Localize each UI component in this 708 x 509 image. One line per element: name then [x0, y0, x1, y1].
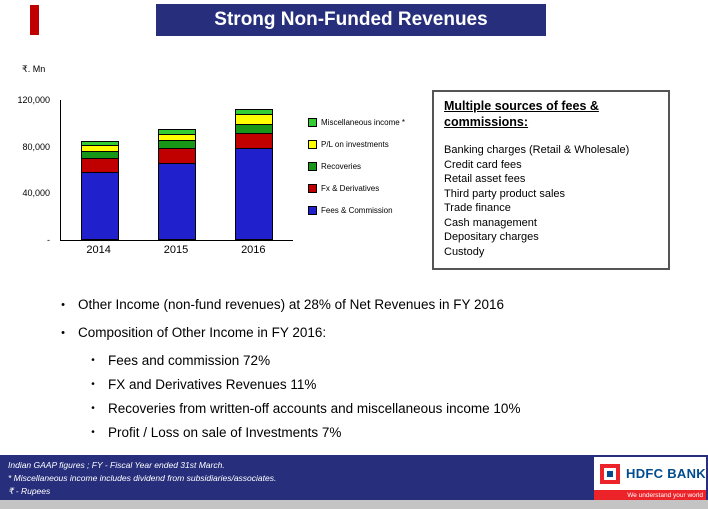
- bullet-dot: •: [61, 299, 65, 311]
- fees-item: Retail asset fees: [444, 173, 526, 185]
- bar-segment: [158, 140, 195, 149]
- fees-box: Multiple sources of fees & commissions: …: [432, 90, 670, 270]
- x-axis-label: 2014: [86, 244, 111, 256]
- bottom-gray-strip: [0, 500, 708, 509]
- footer-note: ₹ - Rupees: [8, 486, 51, 496]
- red-accent-bar: [30, 5, 39, 35]
- fees-item: Depositary charges: [444, 231, 539, 243]
- chart-unit-label: ₹. Mn: [22, 64, 46, 74]
- stacked-bar-2014: [80, 140, 119, 240]
- chart-y-axis: 120,000 80,000 40,000 -: [6, 95, 54, 245]
- legend-label: Recoveries: [321, 162, 362, 171]
- y-axis-tick: 80,000: [22, 141, 50, 152]
- bullet-text: FX and Derivatives Revenues 11%: [108, 377, 317, 392]
- bullet-dot: •: [91, 379, 95, 390]
- legend-item: Fx & Derivatives: [308, 184, 405, 193]
- fees-item: Custody: [444, 245, 485, 258]
- fees-item: Trade finance: [444, 202, 511, 214]
- footer-note: * Miscellaneous income includes dividend…: [8, 473, 277, 483]
- bullet-list: • Other Income (non-fund revenues) at 28%…: [48, 296, 680, 448]
- sub-bullet-item: • Recoveries from written-off accounts an…: [78, 400, 680, 417]
- bar-segment: [236, 133, 273, 149]
- legend-swatch: [308, 184, 317, 193]
- footer-lines: Indian GAAP figures ; FY - Fiscal Year e…: [0, 455, 708, 498]
- legend-label: P/L on investments: [321, 140, 389, 149]
- stacked-bar-2016: [235, 109, 274, 240]
- bar-segment: [158, 133, 195, 141]
- fees-list: Banking charges (Retail & Wholesale) Cred…: [444, 143, 658, 259]
- fees-item: Cash management: [444, 216, 537, 229]
- bullet-item: • Other Income (non-fund revenues) at 28%…: [48, 296, 680, 314]
- page-title: Strong Non-Funded Revenues: [156, 4, 546, 36]
- x-axis-label: 2015: [163, 244, 189, 256]
- bar-segment: [81, 171, 118, 239]
- footer-bar: Indian GAAP figures ; FY - Fiscal Year e…: [0, 455, 708, 500]
- fees-item: Credit card fees: [444, 158, 522, 171]
- legend-item: Miscellaneous income *: [308, 118, 405, 127]
- fees-item: Third party product sales: [444, 187, 566, 200]
- bar-segment: [158, 130, 195, 134]
- bar-segment: [236, 148, 273, 239]
- legend-label: Fees & Commission: [321, 206, 393, 215]
- legend-item: P/L on investments: [308, 140, 405, 149]
- logo-brand-text: HDFC BANK: [626, 466, 706, 481]
- bullet-dot: •: [91, 427, 95, 438]
- bar-segment: [236, 124, 273, 134]
- hdfc-logo-icon-mid: [604, 467, 616, 480]
- legend-item: Recoveries: [308, 162, 405, 171]
- bar-segment: [81, 145, 118, 151]
- hdfc-logo-icon: [600, 463, 620, 484]
- bullet-dot: •: [61, 327, 65, 339]
- logo-main: HDFC BANK: [594, 457, 706, 490]
- legend-swatch: [308, 206, 317, 215]
- bullet-text: Composition of Other Income in FY 2016:: [78, 325, 327, 340]
- sub-bullet-item: • Profit / Loss on sale of Investments 7%: [78, 424, 680, 441]
- footer-note: Indian GAAP figures ; FY - Fiscal Year e…: [8, 460, 225, 470]
- bullet-text: Recoveries from written-off accounts and…: [108, 401, 521, 416]
- bar-segment: [81, 158, 118, 172]
- legend-item: Fees & Commission: [308, 206, 405, 215]
- legend-swatch: [308, 162, 317, 171]
- hdfc-logo: HDFC BANK We understand your world: [594, 457, 706, 500]
- chart-legend: Miscellaneous income * P/L on investments…: [308, 118, 405, 228]
- sub-bullet-item: • Fees and commission 72%: [78, 352, 680, 369]
- y-axis-tick: -: [47, 235, 50, 245]
- bar-segment: [81, 150, 118, 159]
- bullet-dot: •: [91, 403, 95, 414]
- x-axis-label: 2016: [241, 244, 266, 256]
- hdfc-logo-icon-inner: [607, 470, 613, 477]
- chart-plot: [60, 100, 293, 241]
- legend-swatch: [308, 118, 317, 127]
- bar-segment: [81, 141, 118, 146]
- legend-swatch: [308, 140, 317, 149]
- bullet-item: • Composition of Other Income in FY 2016:: [48, 324, 680, 342]
- stacked-bar-2015: [157, 129, 196, 240]
- sub-bullet-item: • FX and Derivatives Revenues 11%: [78, 376, 680, 393]
- bullet-text: Profit / Loss on sale of Investments 7%: [108, 425, 342, 440]
- bar-segment: [236, 114, 273, 125]
- y-axis-tick: 40,000: [22, 188, 50, 199]
- bar-segment: [158, 148, 195, 164]
- bullet-text: Other Income (non-fund revenues) at 28% …: [78, 297, 504, 312]
- chart-x-labels: 2014 2015 2016: [60, 244, 292, 256]
- bullet-dot: •: [91, 355, 95, 366]
- bar-segment: [236, 110, 273, 115]
- logo-tagline: We understand your world: [594, 490, 706, 500]
- bar-segment: [158, 163, 195, 239]
- fees-box-title: Multiple sources of fees & commissions:: [444, 99, 599, 129]
- bullet-text: Fees and commission 72%: [108, 353, 271, 368]
- legend-label: Fx & Derivatives: [321, 184, 380, 193]
- legend-label: Miscellaneous income *: [321, 118, 406, 127]
- y-axis-tick: 120,000: [17, 95, 50, 105]
- fees-item: Banking charges (Retail & Wholesale): [444, 144, 630, 156]
